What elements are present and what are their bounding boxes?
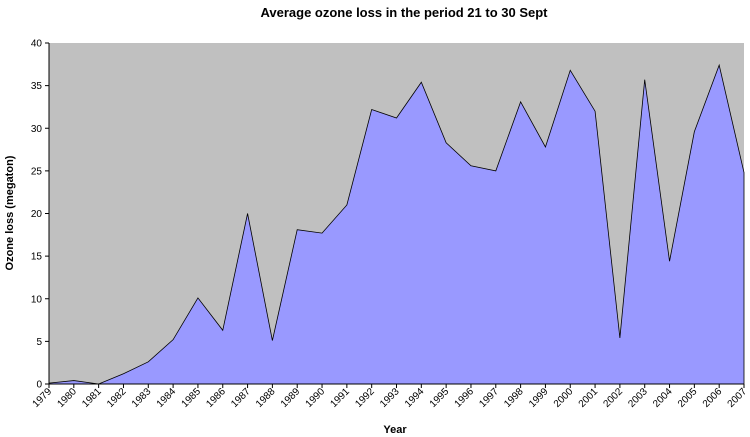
y-tick-label: 5: [36, 337, 42, 348]
x-tick-label: 1994: [403, 386, 427, 410]
x-tick-label: 1995: [428, 386, 452, 410]
x-tick-label: 1993: [378, 386, 402, 410]
y-tick-label: 25: [31, 166, 43, 177]
plot-area: [48, 43, 745, 385]
x-tick-label: 1985: [180, 386, 204, 410]
x-tick-label: 2001: [577, 386, 601, 410]
y-axis-ticks: 0 5 10 15 20 25 30 35 40: [31, 39, 49, 391]
y-tick-label: 40: [31, 39, 43, 50]
x-tick-label: 2003: [626, 386, 650, 410]
x-tick-label: 1987: [229, 386, 253, 410]
x-tick-label: 1982: [105, 386, 129, 410]
y-tick-label: 20: [31, 209, 43, 220]
y-tick-label: 10: [31, 294, 43, 305]
x-tick-label: 1996: [453, 386, 477, 410]
x-tick-label: 1983: [130, 386, 154, 410]
chart-title: Average ozone loss in the period 21 to 3…: [260, 5, 548, 20]
x-tick-label: 1981: [80, 386, 104, 410]
x-tick-label: 2004: [651, 386, 675, 410]
ozone-loss-area: [48, 63, 745, 385]
y-axis-label: Ozone loss (megaton): [4, 155, 16, 270]
y-tick-label: 30: [31, 124, 43, 135]
x-tick-label: 2007: [726, 386, 750, 410]
y-tick-label: 35: [31, 81, 43, 92]
x-tick-label: 1988: [254, 386, 278, 410]
x-tick-label: 1990: [304, 386, 328, 410]
x-tick-label: 1984: [155, 386, 179, 410]
y-tick-label: 15: [31, 252, 43, 263]
x-tick-label: 1999: [527, 386, 551, 410]
x-tick-label: 1989: [279, 386, 303, 410]
x-tick-label: 2000: [552, 386, 576, 410]
x-tick-label: 1980: [55, 386, 79, 410]
x-tick-label: 1998: [502, 386, 526, 410]
x-tick-label: 1991: [328, 386, 352, 410]
x-axis-label: Year: [383, 424, 407, 436]
x-axis-ticks: 1979 1980 1981 1982 1983 1984 1985 1986 1987 1988…: [31, 384, 750, 410]
x-tick-label: 2006: [701, 386, 725, 410]
x-tick-label: 1997: [477, 386, 501, 410]
x-tick-label: 2005: [676, 386, 700, 410]
x-tick-label: 2002: [602, 386, 626, 410]
x-tick-label: 1979: [31, 386, 55, 410]
x-tick-label: 1986: [204, 386, 228, 410]
y-tick-label: 0: [36, 380, 42, 391]
x-tick-label: 1992: [353, 386, 377, 410]
